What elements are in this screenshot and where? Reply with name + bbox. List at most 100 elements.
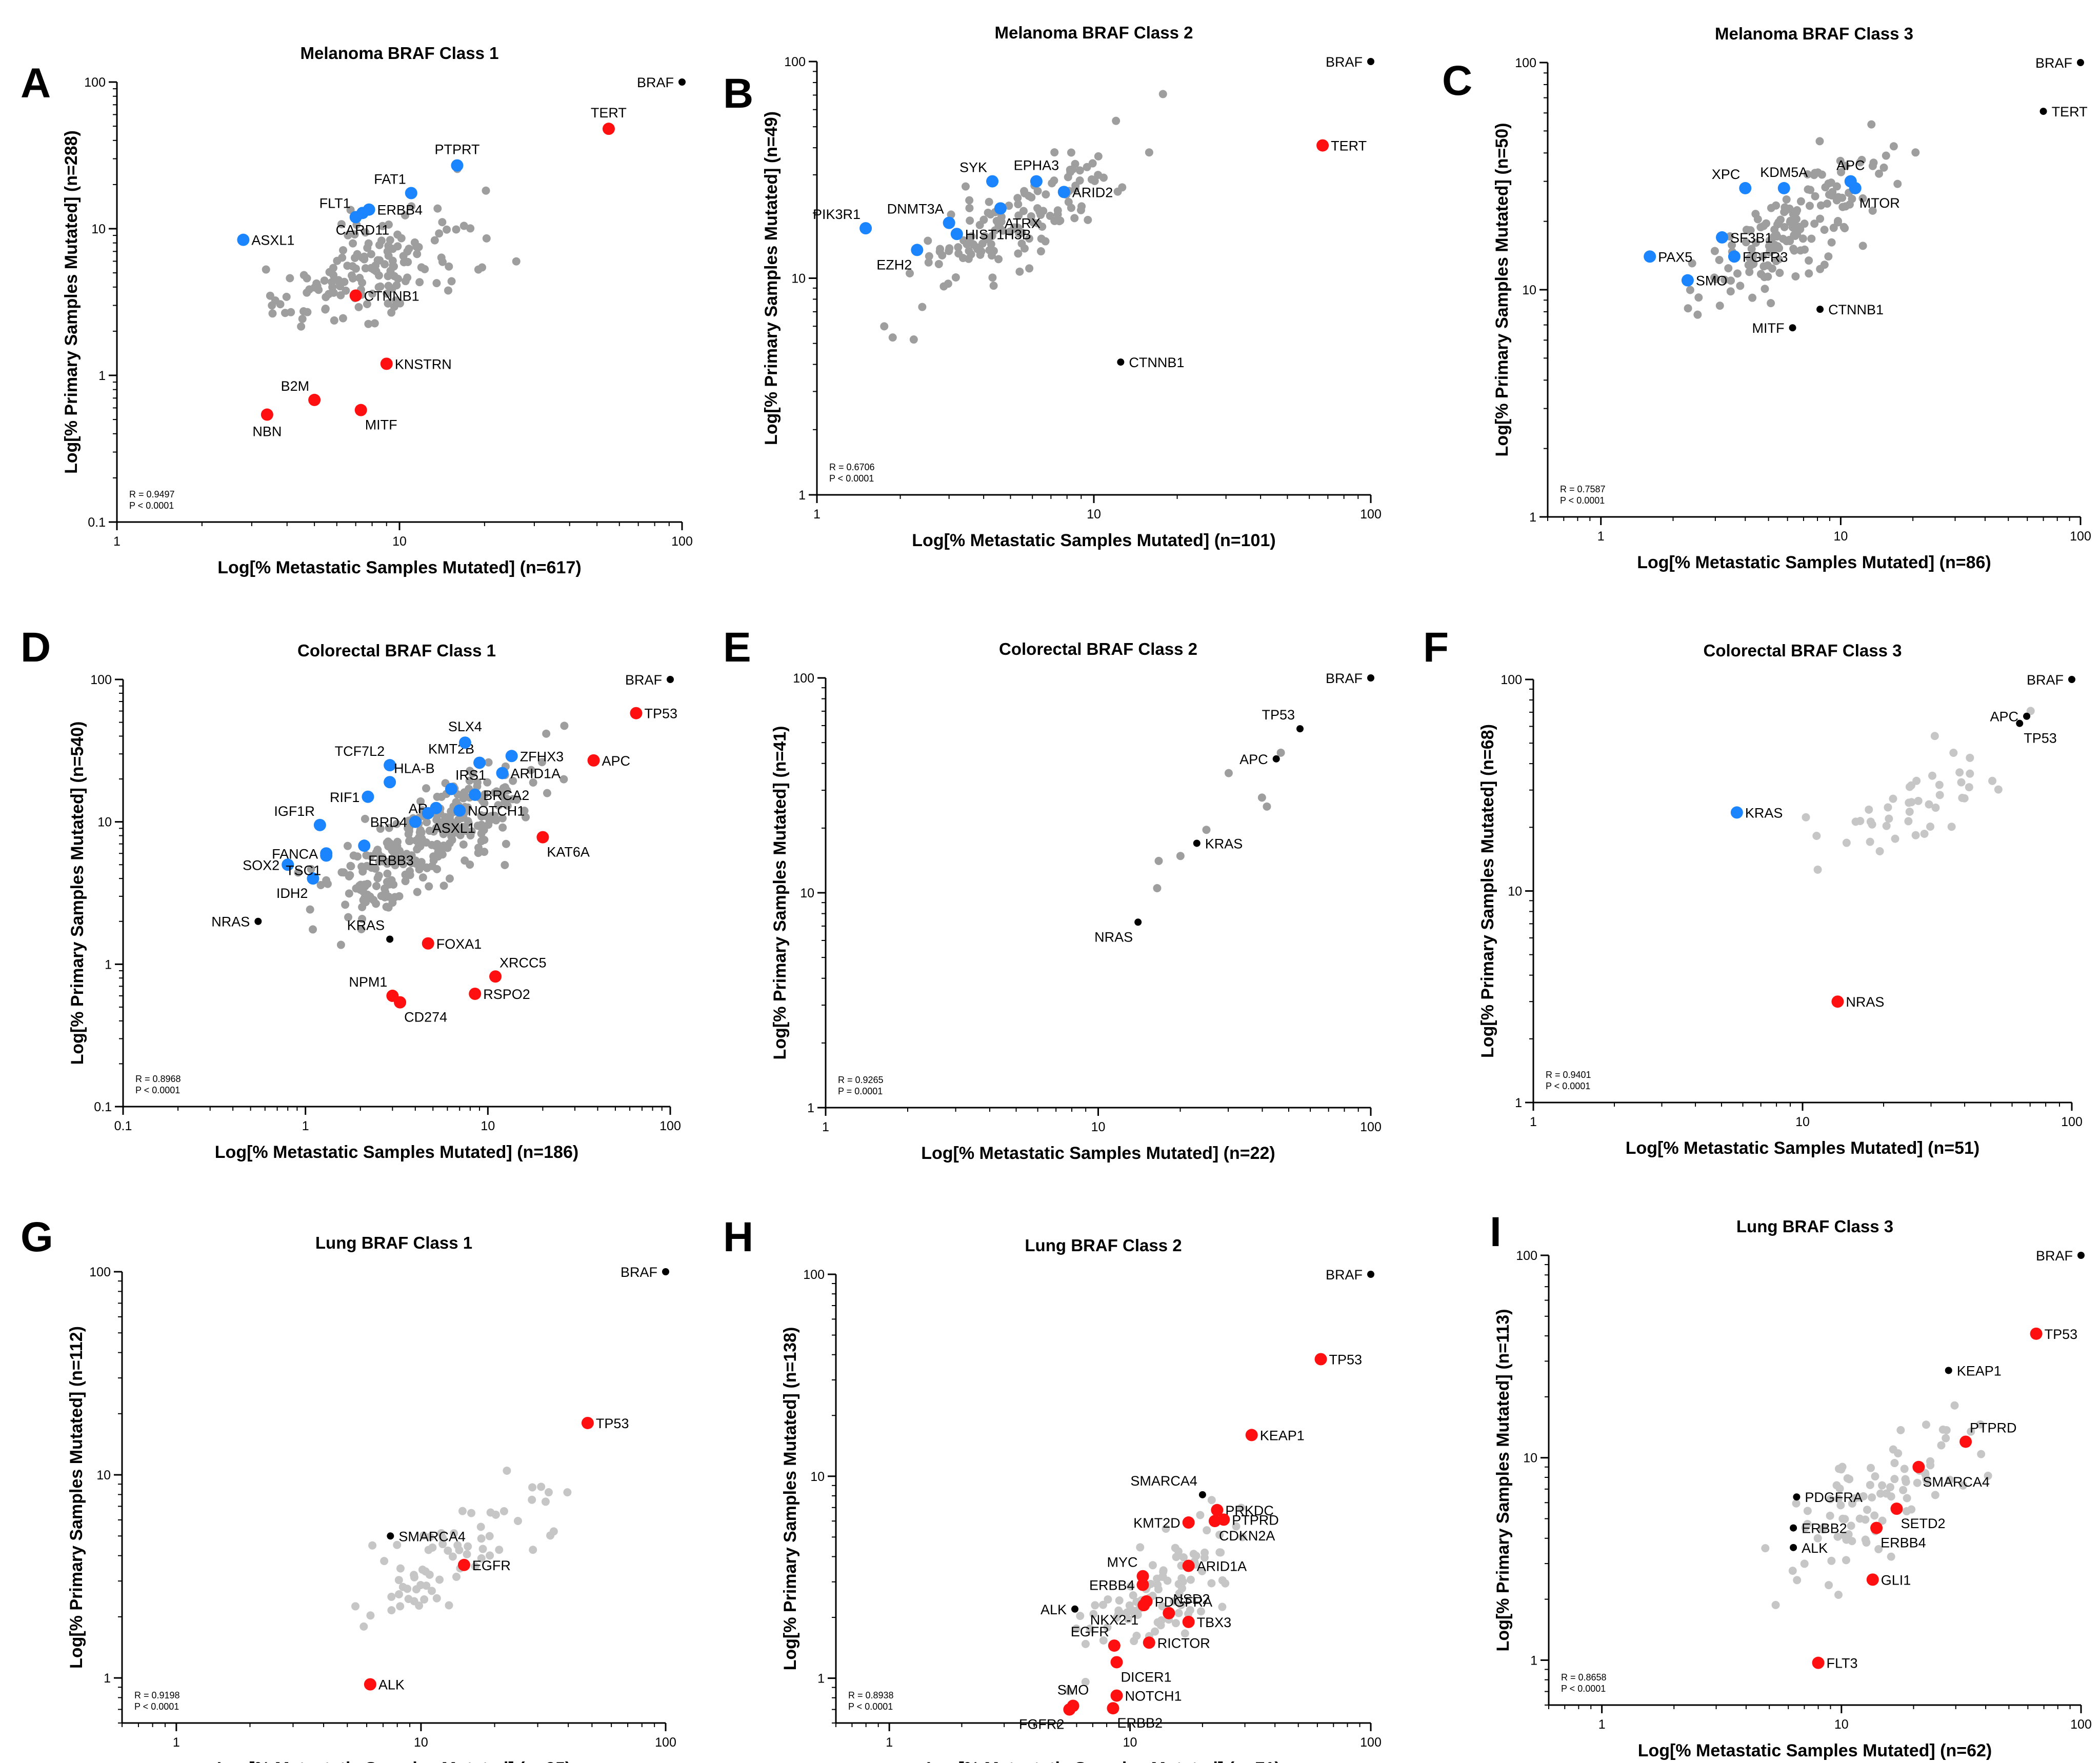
point-label-idh2: IDH2 xyxy=(276,886,308,901)
stat-text: R = 0.9265 xyxy=(838,1075,884,1085)
point-nras xyxy=(1831,995,1844,1008)
background-point xyxy=(1788,217,1797,226)
y-tick-label: 10 xyxy=(810,1470,825,1484)
background-point xyxy=(412,243,421,251)
point-label-nras: NRAS xyxy=(1094,929,1133,945)
point-erbb4 xyxy=(1136,1578,1149,1591)
background-point xyxy=(466,767,474,775)
background-point xyxy=(384,272,392,281)
background-point xyxy=(368,1541,377,1550)
background-point xyxy=(433,204,442,213)
point-tp53 xyxy=(1314,1353,1327,1366)
y-tick-label: 100 xyxy=(1515,56,1536,70)
panel-f: F Colorectal BRAF Class 3 1 10 100 1 10 100 Log[… xyxy=(1423,624,2083,1158)
background-point xyxy=(1163,1576,1172,1585)
background-point xyxy=(453,1541,462,1550)
background-point xyxy=(349,851,358,860)
background-point xyxy=(1766,246,1774,255)
y-tick-label: 10 xyxy=(97,815,112,830)
background-point xyxy=(418,1565,427,1574)
point-tp53 xyxy=(1296,725,1304,733)
point-label-knstrn: KNSTRN xyxy=(395,356,452,372)
background-point xyxy=(1805,256,1813,265)
y-tick-label: 10 xyxy=(1522,283,1536,297)
background-point xyxy=(466,224,475,233)
point-dicer1 xyxy=(1110,1656,1123,1669)
background-point xyxy=(383,877,391,886)
background-point xyxy=(447,808,455,816)
background-point xyxy=(397,234,406,243)
point-rif1 xyxy=(362,790,374,803)
background-point xyxy=(1891,834,1899,843)
background-point xyxy=(474,265,483,274)
point-erbb3 xyxy=(358,839,371,852)
point-label-kat6a: KAT6A xyxy=(547,845,590,860)
background-point xyxy=(1882,822,1891,830)
background-point xyxy=(358,915,367,924)
x-axis-label: Log[% Metastatic Samples Mutated] (n=62) xyxy=(1638,1741,1992,1760)
point-nbn xyxy=(261,408,273,421)
background-point xyxy=(1066,168,1075,176)
point-label-tp53: TP53 xyxy=(644,706,677,722)
stat-text: R = 0.8968 xyxy=(135,1074,181,1084)
point-arid1a xyxy=(496,767,509,779)
point-label-braf: BRAF xyxy=(1326,671,1363,686)
point-braf xyxy=(2077,59,2084,66)
point-label-kras: KRAS xyxy=(347,917,385,933)
background-point xyxy=(1841,224,1849,232)
background-point xyxy=(385,824,393,832)
background-point xyxy=(427,1587,436,1595)
background-point xyxy=(538,758,547,767)
point-label-apc: APC xyxy=(1990,709,2019,725)
point-label-kras: KRAS xyxy=(1745,805,1783,820)
background-point xyxy=(401,877,410,886)
y-axis-label: Log[% Primary Samples Mutated] (n=288) xyxy=(62,130,81,474)
point-label-braf: BRAF xyxy=(621,1265,657,1280)
point-label-kras: KRAS xyxy=(1205,836,1243,851)
background-point xyxy=(1823,199,1832,208)
background-point xyxy=(909,335,918,344)
background-point xyxy=(1081,1639,1090,1648)
background-point xyxy=(1158,1602,1167,1611)
panel-i: I Lung BRAF Class 3 1 10 100 1 10 100 Log[% Meta… xyxy=(1490,1209,2092,1760)
stat-text: P < 0.0001 xyxy=(848,1701,893,1712)
panel-letter: I xyxy=(1490,1209,1502,1255)
stat-text: P < 0.0001 xyxy=(1560,495,1605,506)
background-point xyxy=(1099,1636,1108,1645)
background-point xyxy=(934,259,943,268)
point-sf3b1 xyxy=(1715,231,1728,244)
point-label-notch1: NOTCH1 xyxy=(468,804,525,819)
background-point xyxy=(1904,817,1913,826)
panel-letter: F xyxy=(1423,624,1449,671)
point-label-erbb4: ERBB4 xyxy=(377,203,423,218)
background-point xyxy=(383,869,392,878)
background-point xyxy=(391,850,399,858)
point-ctnnb1 xyxy=(1816,306,1824,313)
point-tp53 xyxy=(2030,1327,2043,1340)
background-point xyxy=(1800,219,1809,228)
background-point xyxy=(387,844,396,852)
x-tick-label: 100 xyxy=(2070,1717,2092,1732)
background-point xyxy=(430,236,439,245)
background-point xyxy=(421,265,429,273)
point-label-braf: BRAF xyxy=(1326,54,1363,70)
background-point xyxy=(474,849,483,857)
background-point xyxy=(1900,1465,1909,1473)
background-point xyxy=(1866,1480,1874,1489)
background-point xyxy=(433,865,442,873)
point-label-rictor: RICTOR xyxy=(1157,1635,1210,1651)
background-point xyxy=(471,1562,479,1571)
background-point xyxy=(1834,1591,1843,1599)
background-point xyxy=(1800,1559,1809,1568)
stat-text: R = 0.8658 xyxy=(1561,1672,1607,1682)
background-point xyxy=(1856,158,1865,167)
background-point xyxy=(438,1540,447,1549)
background-point xyxy=(282,292,291,301)
background-point xyxy=(1792,1499,1801,1508)
background-point xyxy=(549,1527,558,1536)
point-fat1 xyxy=(405,187,417,199)
background-point xyxy=(1813,865,1822,874)
background-point xyxy=(918,303,927,311)
point-erbb4 xyxy=(1870,1521,1883,1534)
background-point xyxy=(1803,1507,1812,1515)
